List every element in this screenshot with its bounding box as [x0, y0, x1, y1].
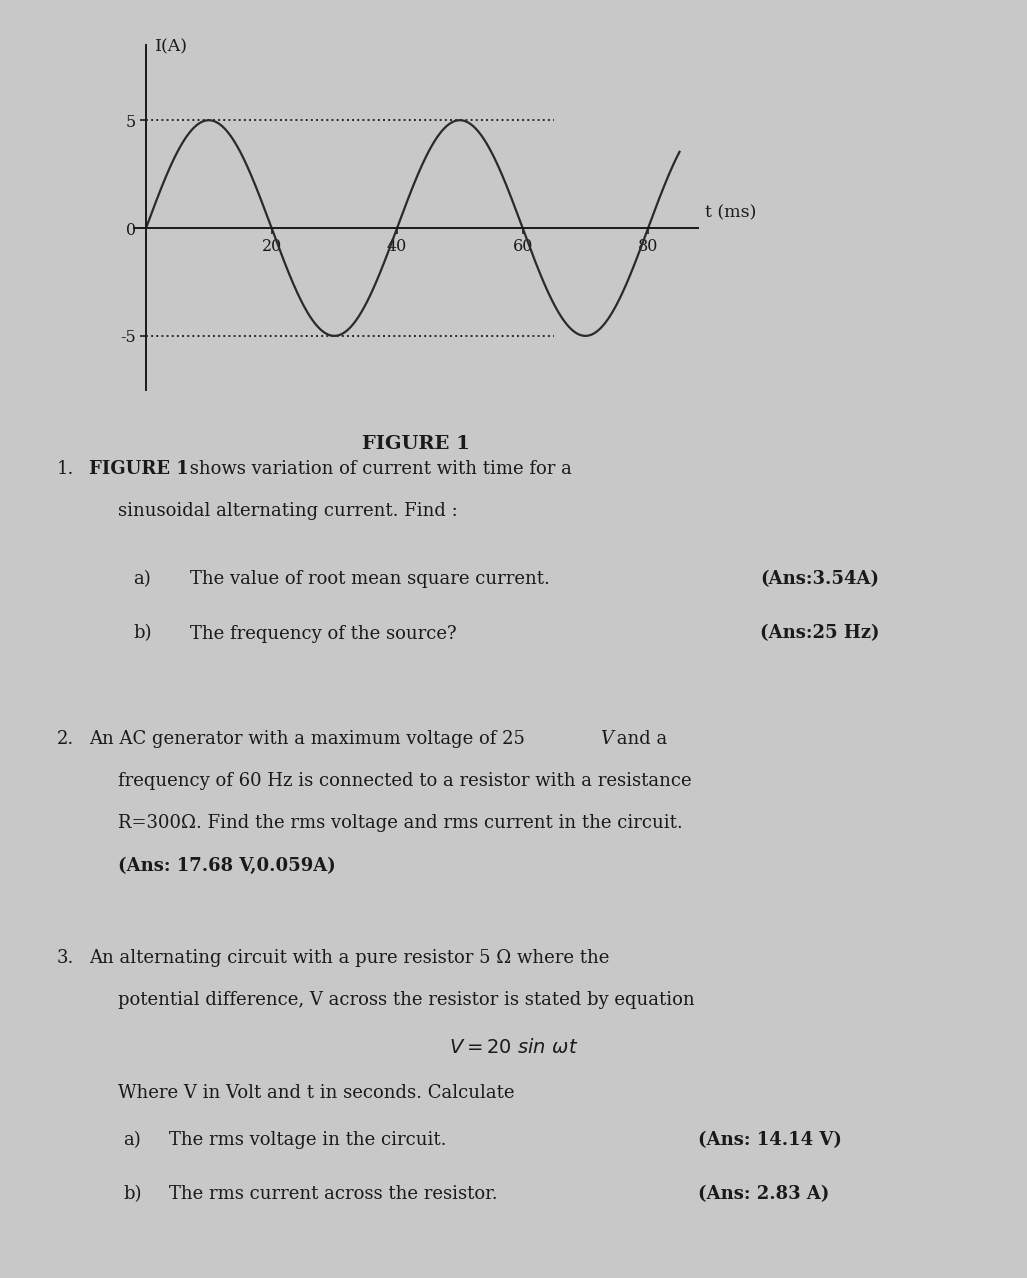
Text: 1.: 1. — [56, 460, 74, 478]
Text: 2.: 2. — [56, 730, 74, 748]
Text: (Ans:3.54A): (Ans:3.54A) — [760, 570, 879, 588]
Text: An alternating circuit with a pure resistor 5 Ω where the: An alternating circuit with a pure resis… — [89, 950, 610, 967]
Text: R=300Ω. Find the rms voltage and rms current in the circuit.: R=300Ω. Find the rms voltage and rms cur… — [118, 814, 683, 832]
Text: sinusoidal alternating current. Find :: sinusoidal alternating current. Find : — [118, 502, 458, 520]
Text: potential difference, V across the resistor is stated by equation: potential difference, V across the resis… — [118, 992, 694, 1010]
Text: FIGURE 1: FIGURE 1 — [89, 460, 189, 478]
Text: An AC generator with a maximum voltage of 25: An AC generator with a maximum voltage o… — [89, 730, 525, 748]
Text: a): a) — [134, 570, 151, 588]
Text: a): a) — [123, 1131, 141, 1149]
Text: The rms current across the resistor.: The rms current across the resistor. — [169, 1186, 498, 1204]
Text: b): b) — [134, 625, 152, 643]
Text: Where V in Volt and t in seconds. Calculate: Where V in Volt and t in seconds. Calcul… — [118, 1084, 515, 1102]
Text: V: V — [600, 730, 613, 748]
Text: shows variation of current with time for a: shows variation of current with time for… — [184, 460, 572, 478]
Text: frequency of 60 Hz is connected to a resistor with a resistance: frequency of 60 Hz is connected to a res… — [118, 772, 692, 790]
Text: The rms voltage in the circuit.: The rms voltage in the circuit. — [169, 1131, 447, 1149]
Text: t (ms): t (ms) — [705, 204, 756, 221]
Text: I(A): I(A) — [155, 38, 189, 55]
Text: (Ans:25 Hz): (Ans:25 Hz) — [760, 625, 879, 643]
Text: The value of root mean square current.: The value of root mean square current. — [190, 570, 549, 588]
Text: FIGURE 1: FIGURE 1 — [362, 435, 470, 452]
Text: The frequency of the source?: The frequency of the source? — [190, 625, 457, 643]
Text: 3.: 3. — [56, 950, 74, 967]
Text: $V = 20\ \mathit{sin}\ \omega t$: $V = 20\ \mathit{sin}\ \omega t$ — [449, 1038, 578, 1057]
Text: and a: and a — [611, 730, 668, 748]
Text: (Ans: 2.83 A): (Ans: 2.83 A) — [698, 1186, 830, 1204]
Text: (Ans: 17.68 V,0.059A): (Ans: 17.68 V,0.059A) — [118, 856, 336, 874]
Text: (Ans: 14.14 V): (Ans: 14.14 V) — [698, 1131, 842, 1149]
Text: b): b) — [123, 1186, 142, 1204]
